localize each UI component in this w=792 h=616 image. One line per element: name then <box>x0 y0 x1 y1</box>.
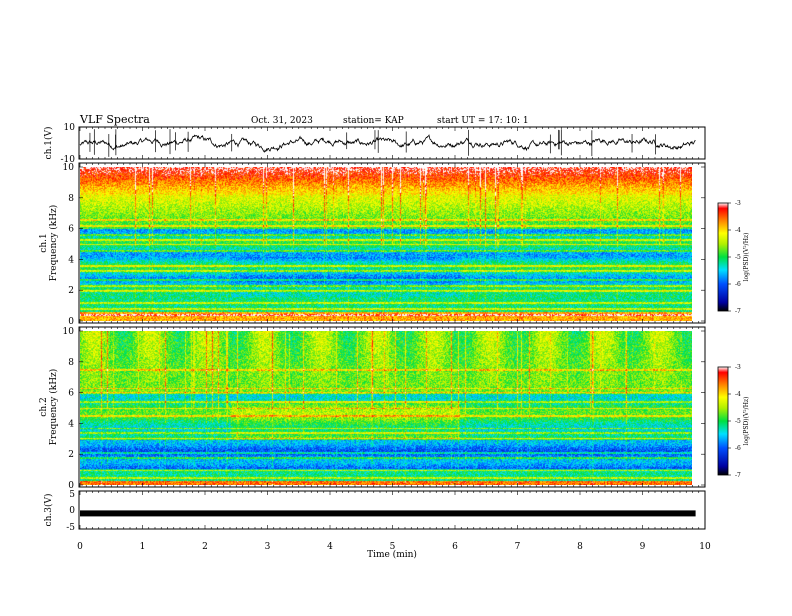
ch1-ytick-top: 10 <box>64 123 76 133</box>
colorbar-tick-label: -5 <box>735 254 741 261</box>
x-tick-label: 7 <box>515 542 521 552</box>
station-label: station= KAP <box>343 116 404 126</box>
ch2-spectrogram-ylabel: Frequency (kHz) <box>48 369 59 446</box>
ch1-colorbar-ticks: -3 -4 -5 -6 -7 <box>728 200 741 315</box>
y-tick-label: 0 <box>68 317 74 327</box>
figure-title: VLF Spectra <box>79 113 150 126</box>
y-tick-label: 0 <box>68 481 74 491</box>
ch1-colorbar-gradient <box>717 202 729 312</box>
ch3-waveform-ylabel: ch.3(V) <box>43 494 54 527</box>
y-tick-label: 2 <box>68 286 74 296</box>
colorbar-tick-label: -6 <box>735 445 741 452</box>
ch1-waveform-ylabel: ch.1(V) <box>43 127 54 160</box>
ch1-colorbar: -3 -4 -5 -6 -7 log(PSD)(V²/Hz) <box>717 200 750 315</box>
ch3-waveform-frame <box>78 490 706 530</box>
ch1-ytick-bottom: -10 <box>61 155 76 165</box>
ch1-waveform-trace <box>79 134 696 153</box>
colorbar-tick-label: -6 <box>735 281 741 288</box>
x-tick-label: 1 <box>140 542 146 552</box>
ch1-spectrogram-yticks: 0 2 4 6 8 10 <box>63 163 705 327</box>
ch1-waveform-frame <box>78 126 706 160</box>
colorbar-tick-label: -3 <box>735 364 741 371</box>
ch2-spectrogram-panel: 0 2 4 6 8 10 ch.2 Frequency (kHz) <box>39 326 706 491</box>
ch1-spectrogram-ylabel-top: ch.1 <box>39 233 49 252</box>
time-axis-tick-labels: 0 1 2 3 4 5 6 7 8 9 10 <box>77 542 711 552</box>
y-tick-label: 8 <box>68 194 74 204</box>
ch2-spectrogram-frame <box>78 326 706 488</box>
ch1-spectrogram-heatmap <box>80 167 692 321</box>
x-tick-label: 0 <box>77 542 83 552</box>
ch1-waveform-panel: 10 -10 ch.1(V) <box>43 123 706 165</box>
x-tick-label: 8 <box>577 542 583 552</box>
ch3-waveform-panel: 5 0 -5 ch.3(V) <box>43 490 706 533</box>
ch1-waveform-line <box>79 129 696 157</box>
x-tick-label: 10 <box>699 542 711 552</box>
ch2-spectrogram-ylabel-top: ch.2 <box>39 397 49 416</box>
ch2-spectrogram-heatmap <box>80 331 692 485</box>
ch2-colorbar-ticks: -3 -4 -5 -6 -7 <box>728 364 741 479</box>
start-time-label: start UT = 17: 10: 1 <box>437 116 529 126</box>
x-tick-label: 2 <box>202 542 208 552</box>
y-tick-label: 4 <box>68 419 74 429</box>
colorbar-tick-label: -7 <box>735 472 741 479</box>
x-tick-label: 4 <box>327 542 333 552</box>
x-tick-label: 6 <box>452 542 458 552</box>
ch1-colorbar-label: log(PSD)(V²/Hz) <box>743 233 750 282</box>
x-tick-label: 5 <box>390 542 396 552</box>
colorbar-tick-label: -3 <box>735 200 741 207</box>
x-tick-label: 9 <box>640 542 646 552</box>
y-tick-label: 10 <box>63 163 75 173</box>
ch2-colorbar-label: log(PSD)(V²/Hz) <box>743 397 750 446</box>
colorbar-tick-label: -4 <box>735 391 741 398</box>
x-tick-label: 3 <box>265 542 271 552</box>
ch3-waveform-line <box>80 510 696 517</box>
time-axis-ticks <box>79 127 706 529</box>
y-tick-label: 2 <box>68 450 74 460</box>
ch2-colorbar: -3 -4 -5 -6 -7 log(PSD)(V²/Hz) <box>717 364 750 479</box>
y-tick-label: 8 <box>68 358 74 368</box>
ch1-spectrogram-ylabel: Frequency (kHz) <box>48 205 59 282</box>
date-label: Oct. 31, 2023 <box>251 116 313 126</box>
ch3-ytick-top: 5 <box>69 490 75 500</box>
colorbar-tick-label: -4 <box>735 227 741 234</box>
y-tick-label: 10 <box>63 327 75 337</box>
time-axis-label: Time (min) <box>367 549 417 560</box>
ch2-spectrogram-yticks: 0 2 4 6 8 10 <box>63 327 705 491</box>
ch1-spectrogram-frame <box>78 162 706 324</box>
y-tick-label: 6 <box>68 225 74 235</box>
colorbar-tick-label: -7 <box>735 308 741 315</box>
ch3-ytick-bottom: -5 <box>66 523 75 533</box>
ch2-colorbar-gradient <box>717 366 729 476</box>
ch3-ytick-mid: 0 <box>69 506 75 516</box>
ch1-spectrogram-panel: 0 2 4 6 8 10 ch.1 Frequency (kHz) <box>39 162 706 327</box>
y-tick-label: 6 <box>68 389 74 399</box>
colorbar-tick-label: -5 <box>735 418 741 425</box>
y-tick-label: 4 <box>68 255 74 265</box>
